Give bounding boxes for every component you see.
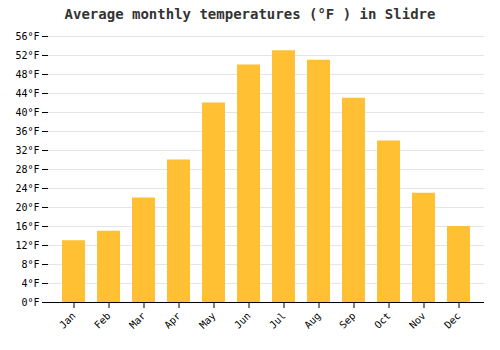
svg-text:4°F: 4°F: [21, 278, 39, 289]
svg-text:Mar: Mar: [127, 310, 148, 331]
svg-text:40°F: 40°F: [15, 107, 39, 118]
svg-text:Feb: Feb: [92, 310, 113, 331]
svg-text:48°F: 48°F: [15, 69, 39, 80]
svg-text:Apr: Apr: [162, 310, 183, 331]
svg-text:20°F: 20°F: [15, 202, 39, 213]
svg-text:56°F: 56°F: [15, 31, 39, 42]
svg-text:28°F: 28°F: [15, 164, 39, 175]
svg-text:16°F: 16°F: [15, 221, 39, 232]
svg-text:32°F: 32°F: [15, 145, 39, 156]
svg-text:May: May: [197, 310, 218, 331]
svg-text:52°F: 52°F: [15, 50, 39, 61]
svg-text:24°F: 24°F: [15, 183, 39, 194]
svg-text:Jul: Jul: [267, 310, 288, 331]
html-text:Average monthly temperatures (: Average monthly temperatures (°F ) in Sl…: [64, 6, 436, 22]
svg-text:Aug: Aug: [302, 310, 323, 331]
svg-text:12°F: 12°F: [15, 240, 39, 251]
svg-text:Jan: Jan: [57, 310, 78, 331]
svg-text:0°F: 0°F: [21, 297, 39, 308]
svg-text:44°F: 44°F: [15, 88, 39, 99]
svg-text:36°F: 36°F: [15, 126, 39, 137]
svg-text:Jun: Jun: [232, 310, 253, 331]
svg-text:Sep: Sep: [337, 310, 358, 331]
svg-text:8°F: 8°F: [21, 259, 39, 270]
svg-text:Dec: Dec: [442, 310, 463, 331]
svg-text:Oct: Oct: [372, 310, 393, 331]
svg-text:Nov: Nov: [407, 310, 428, 331]
